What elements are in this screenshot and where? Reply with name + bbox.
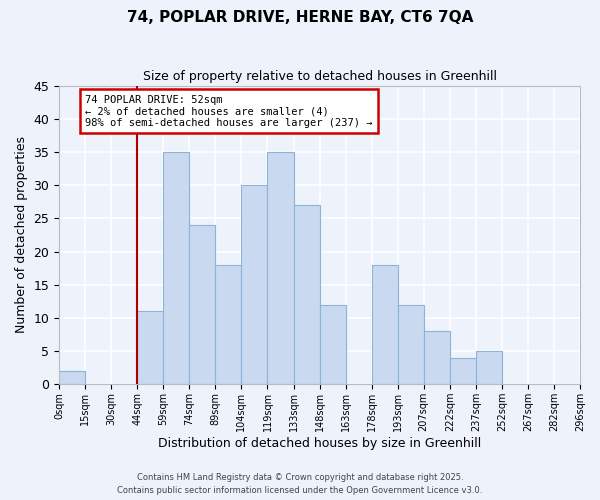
X-axis label: Distribution of detached houses by size in Greenhill: Distribution of detached houses by size … bbox=[158, 437, 481, 450]
Bar bbox=[59, 371, 85, 384]
Text: 74, POPLAR DRIVE, HERNE BAY, CT6 7QA: 74, POPLAR DRIVE, HERNE BAY, CT6 7QA bbox=[127, 10, 473, 25]
Title: Size of property relative to detached houses in Greenhill: Size of property relative to detached ho… bbox=[143, 70, 497, 83]
Bar bbox=[320, 304, 346, 384]
Text: 74 POPLAR DRIVE: 52sqm
← 2% of detached houses are smaller (4)
98% of semi-detac: 74 POPLAR DRIVE: 52sqm ← 2% of detached … bbox=[85, 94, 373, 128]
Bar bbox=[476, 351, 502, 384]
Bar bbox=[268, 152, 293, 384]
Bar bbox=[424, 331, 450, 384]
Bar bbox=[190, 225, 215, 384]
Bar bbox=[137, 312, 163, 384]
Y-axis label: Number of detached properties: Number of detached properties bbox=[15, 136, 28, 334]
Bar bbox=[293, 205, 320, 384]
Bar bbox=[241, 185, 268, 384]
Text: Contains HM Land Registry data © Crown copyright and database right 2025.
Contai: Contains HM Land Registry data © Crown c… bbox=[118, 474, 482, 495]
Bar bbox=[450, 358, 476, 384]
Bar bbox=[215, 265, 241, 384]
Bar bbox=[371, 265, 398, 384]
Bar bbox=[163, 152, 190, 384]
Bar bbox=[398, 304, 424, 384]
